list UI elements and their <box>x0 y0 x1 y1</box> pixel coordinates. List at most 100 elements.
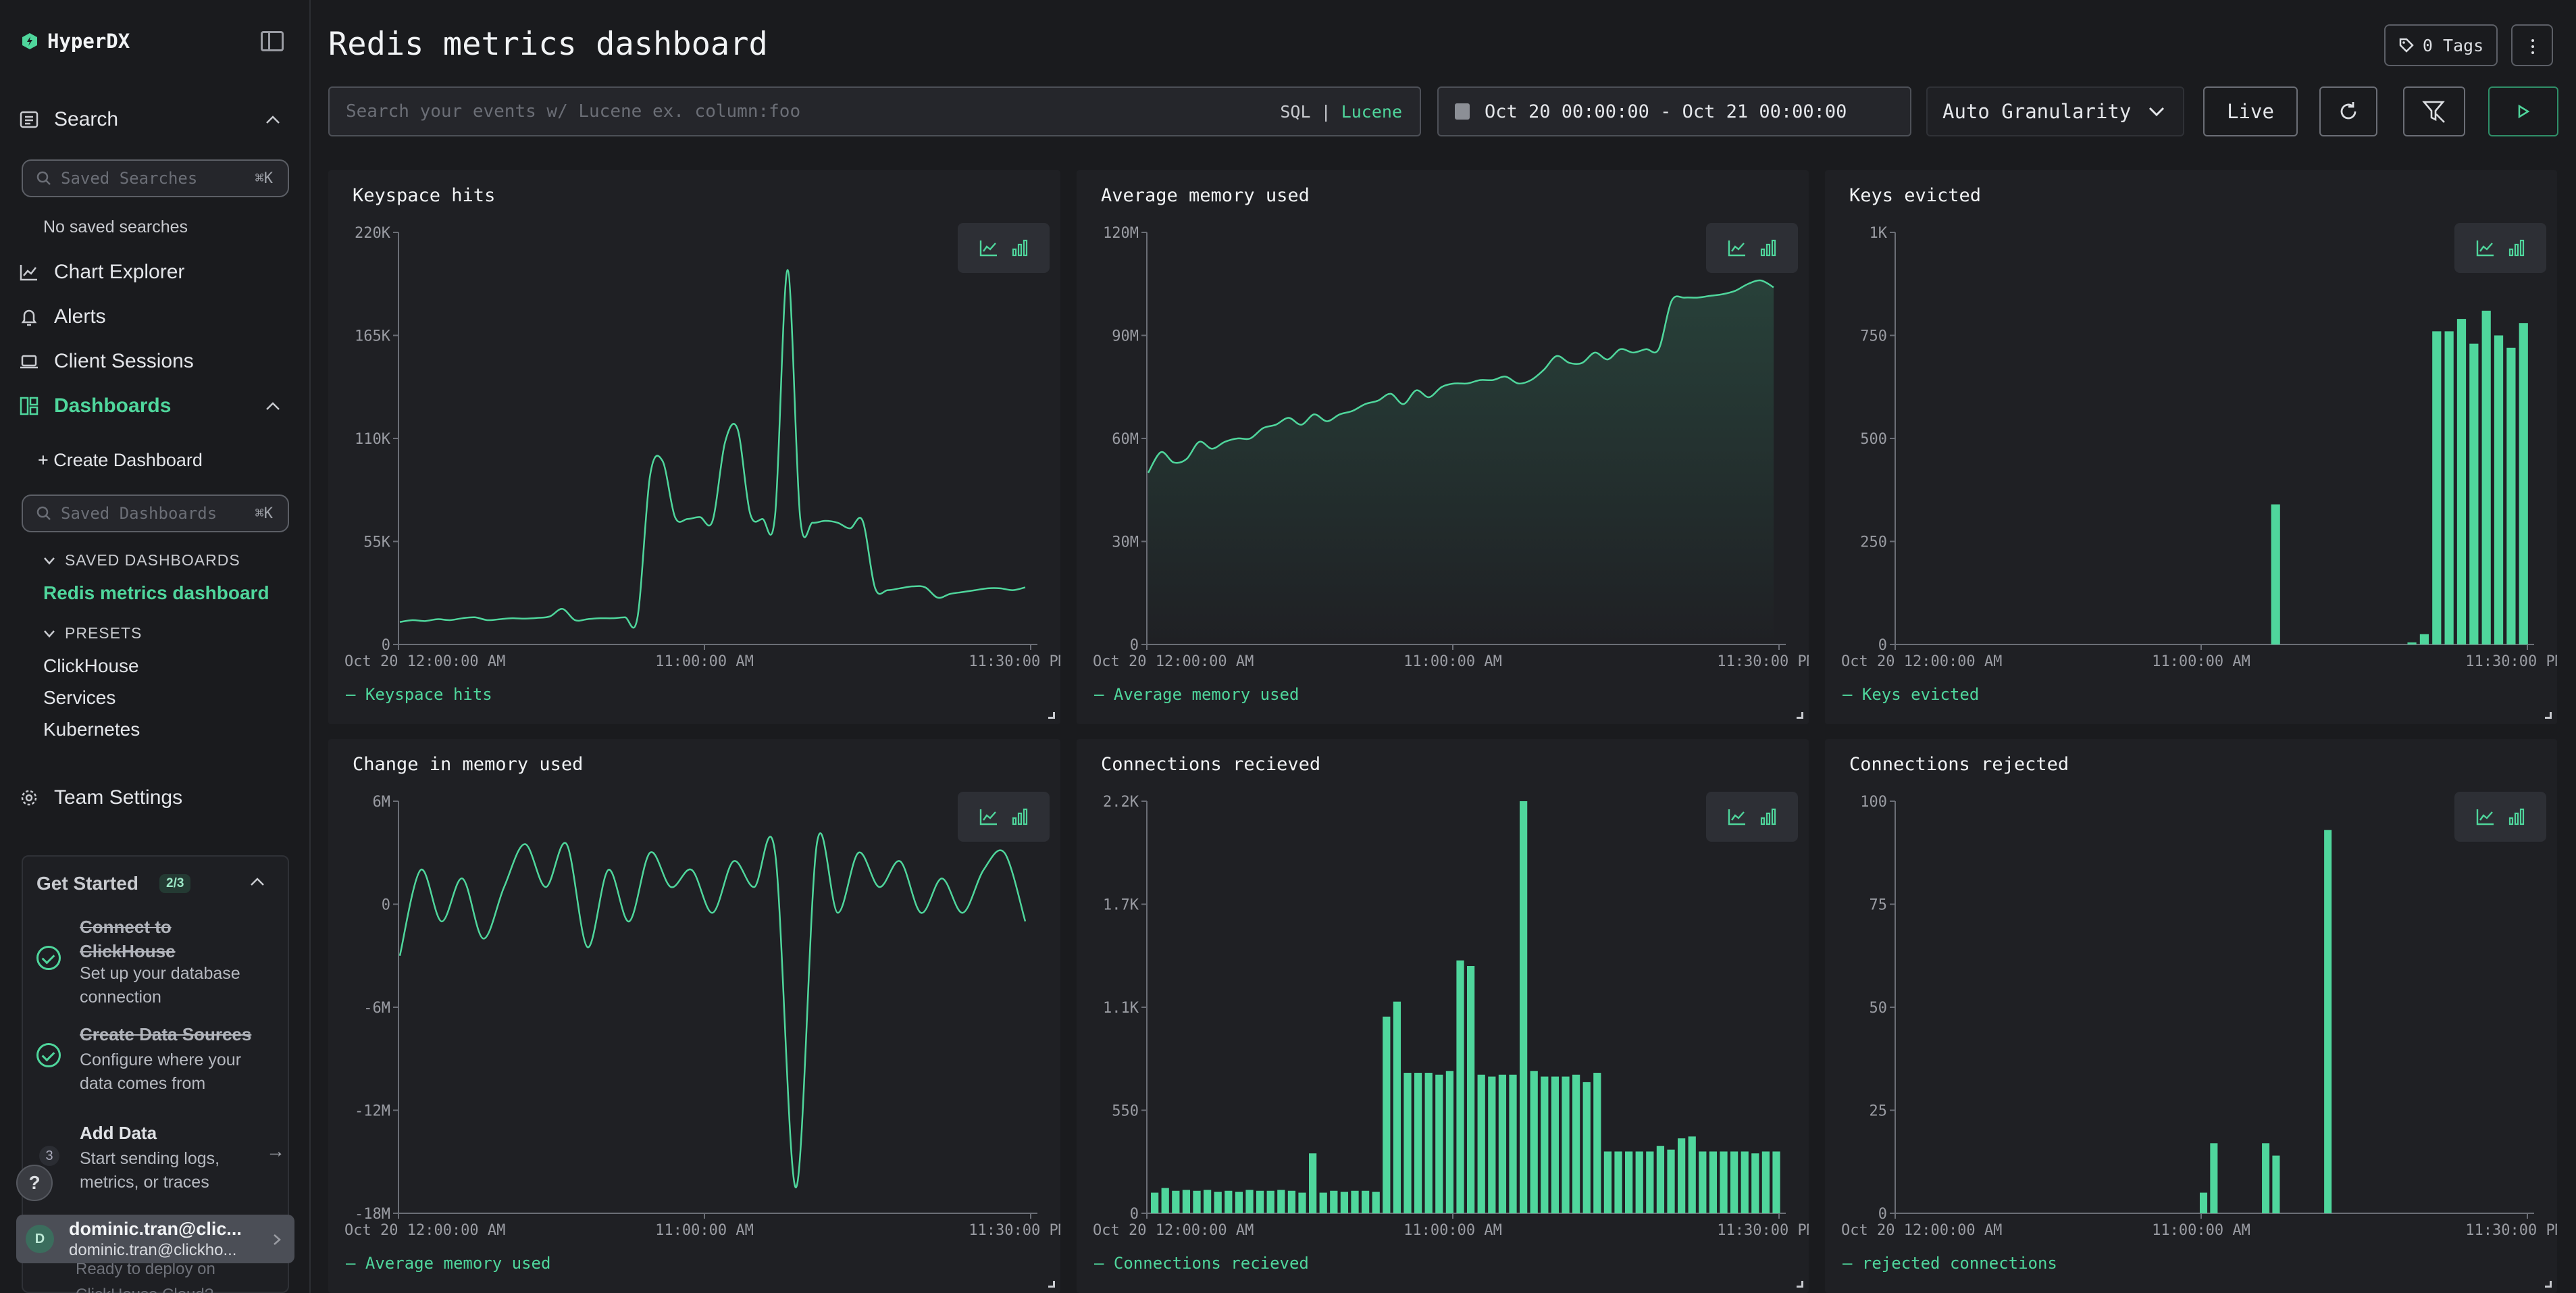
chart-bar[interactable] <box>1435 1074 1443 1213</box>
nav-dashboards[interactable]: Dashboards <box>19 395 171 417</box>
preset-clickhouse[interactable]: ClickHouse <box>43 655 139 676</box>
app-logo[interactable]: HyperDX <box>22 30 130 53</box>
bar-chart-icon[interactable] <box>1011 807 1029 826</box>
chart-bar[interactable] <box>1266 1190 1274 1213</box>
chart-bar[interactable] <box>1761 1151 1770 1214</box>
chart-series-line[interactable] <box>398 832 1027 1189</box>
chart-bar[interactable] <box>1287 1190 1296 1213</box>
chart-type-toggle[interactable] <box>958 223 1050 273</box>
line-chart-icon[interactable] <box>979 807 999 826</box>
chart-bar[interactable] <box>1330 1190 1338 1213</box>
chart-bar[interactable] <box>2494 335 2504 645</box>
chart-bar[interactable] <box>1456 960 1464 1213</box>
chart-bar[interactable] <box>1667 1149 1675 1213</box>
chart-panel[interactable]: Connections rejected 100 75 50 25 0 Oct 20 12:… <box>1825 739 2557 1293</box>
chart-bar[interactable] <box>2324 830 2332 1213</box>
bar-chart-icon[interactable] <box>2508 238 2525 257</box>
chart-bar[interactable] <box>1530 1071 1538 1213</box>
chart-bar[interactable] <box>1467 966 1475 1213</box>
chart-bar[interactable] <box>2419 634 2429 644</box>
bar-chart-icon[interactable] <box>1759 238 1777 257</box>
chart-bar[interactable] <box>1678 1138 1686 1213</box>
more-options-button[interactable] <box>2511 24 2553 66</box>
chart-bar[interactable] <box>1593 1073 1601 1213</box>
chart-bar[interactable] <box>2519 323 2528 644</box>
chart-series-line[interactable] <box>399 269 1026 629</box>
saved-dashboard-item[interactable]: Redis metrics dashboard <box>43 582 269 603</box>
chart-bar[interactable] <box>2481 310 2491 644</box>
chart-bar[interactable] <box>1193 1190 1201 1213</box>
line-chart-icon[interactable] <box>2475 238 2496 257</box>
preset-kubernetes[interactable]: Kubernetes <box>43 719 140 740</box>
chart-bar[interactable] <box>1204 1190 1212 1213</box>
bar-chart-icon[interactable] <box>2508 807 2525 826</box>
query-language-toggle[interactable]: SQL | Lucene <box>1280 102 1402 122</box>
chevron-up-icon[interactable] <box>265 115 281 124</box>
chart-type-toggle[interactable] <box>958 792 1050 842</box>
chart-bar[interactable] <box>1699 1151 1707 1214</box>
lang-lucene[interactable]: Lucene <box>1341 101 1402 122</box>
chart-panel[interactable]: Keyspace hits 220K 165K 110K 55K 0 Oct 20 12:0… <box>328 170 1060 724</box>
chart-bar[interactable] <box>1235 1192 1243 1213</box>
granularity-select[interactable]: Auto Granularity <box>1926 86 2184 136</box>
chart-type-toggle[interactable] <box>1706 792 1798 842</box>
chart-bar[interactable] <box>1741 1151 1749 1214</box>
chart-panel[interactable]: Keys evicted 1K 750 500 250 0 Oct 20 12:00:00 … <box>1825 170 2557 724</box>
chart-type-toggle[interactable] <box>2454 792 2546 842</box>
resize-handle-icon[interactable] <box>1048 1281 1055 1288</box>
resize-handle-icon[interactable] <box>1048 712 1055 719</box>
tags-button[interactable]: 0 Tags <box>2384 24 2498 66</box>
resize-handle-icon[interactable] <box>2545 1281 2552 1288</box>
line-chart-icon[interactable] <box>1727 807 1747 826</box>
chart-panel[interactable]: Change in memory used 6M 0 -6M -12M -18M Oct 2… <box>328 739 1060 1293</box>
chart-bar[interactable] <box>1646 1151 1654 1214</box>
filter-button[interactable] <box>2403 86 2465 136</box>
chart-bar[interactable] <box>1509 1074 1517 1213</box>
chart-bar[interactable] <box>1172 1190 1180 1213</box>
chart-bar[interactable] <box>1772 1151 1780 1214</box>
chart-series-line[interactable] <box>1147 279 1774 474</box>
chevron-up-icon[interactable] <box>265 401 281 411</box>
lang-sql[interactable]: SQL <box>1280 101 1311 122</box>
chart-bar[interactable] <box>1751 1153 1759 1213</box>
user-menu[interactable]: D dominic.tran@clic... dominic.tran@clic… <box>16 1215 294 1263</box>
chart-panel[interactable]: Connections recieved 2.2K 1.7K 1.1K 550 0 Oct … <box>1077 739 1809 1293</box>
nav-team-settings[interactable]: Team Settings <box>19 786 182 809</box>
get-started-step[interactable]: Connect to ClickHouse Set up your databa… <box>36 915 280 1007</box>
resize-handle-icon[interactable] <box>1797 1281 1803 1288</box>
help-button[interactable]: ? <box>16 1165 53 1201</box>
chart-bar[interactable] <box>2444 331 2454 644</box>
chart-bar[interactable] <box>1498 1074 1507 1213</box>
chart-bar[interactable] <box>2456 319 2467 644</box>
search-query-input[interactable]: Search your events w/ Lucene ex. column:… <box>328 86 1421 136</box>
chart-bar[interactable] <box>1424 1073 1433 1213</box>
resize-handle-icon[interactable] <box>2545 712 2552 719</box>
chart-bar[interactable] <box>1551 1076 1560 1213</box>
chart-type-toggle[interactable] <box>2454 223 2546 273</box>
chart-bar[interactable] <box>2432 331 2442 644</box>
chevron-up-icon[interactable] <box>250 877 265 886</box>
chart-bar[interactable] <box>1541 1076 1549 1213</box>
chart-bar[interactable] <box>1214 1192 1222 1213</box>
chart-bar[interactable] <box>2506 347 2516 644</box>
chart-bar[interactable] <box>1393 1001 1401 1213</box>
nav-client-sessions[interactable]: Client Sessions <box>19 350 194 373</box>
bar-chart-icon[interactable] <box>1759 807 1777 826</box>
nav-search[interactable]: Search <box>19 108 118 131</box>
line-chart-icon[interactable] <box>2475 807 2496 826</box>
chart-panel[interactable]: Average memory used 120M 90M 60M 30M 0 Oct 20 … <box>1077 170 1809 724</box>
chart-bar[interactable] <box>1340 1192 1349 1213</box>
chart-bar[interactable] <box>1309 1153 1317 1213</box>
chart-bar[interactable] <box>2210 1143 2218 1213</box>
chart-legend-item[interactable]: — Average memory used <box>346 1254 551 1273</box>
chart-bar[interactable] <box>1520 801 1528 1213</box>
chart-type-toggle[interactable] <box>1706 223 1798 273</box>
get-started-step[interactable]: 3 Add Data Start sending logs, metrics, … <box>36 1121 285 1196</box>
chart-bar[interactable] <box>2199 1192 2208 1214</box>
chart-bar[interactable] <box>1319 1192 1327 1214</box>
chart-bar[interactable] <box>2271 504 2280 644</box>
chart-bar[interactable] <box>1582 1082 1591 1213</box>
resize-handle-icon[interactable] <box>1797 712 1803 719</box>
chart-bar[interactable] <box>1730 1151 1738 1214</box>
chart-legend-item[interactable]: — Average memory used <box>1094 685 1299 704</box>
